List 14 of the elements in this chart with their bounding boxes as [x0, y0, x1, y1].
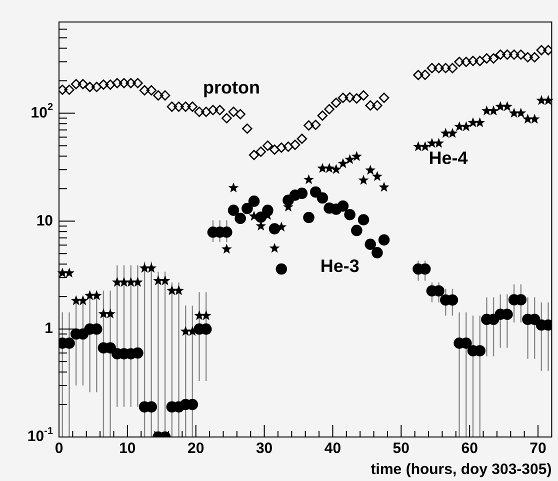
series-label: He-4 [428, 148, 468, 168]
x-tick-label: 70 [530, 440, 546, 458]
x-tick-label: 0 [54, 440, 64, 458]
y-tick-label: 10 [36, 212, 54, 230]
x-tick-label: 10 [119, 440, 136, 458]
x-axis-title: time (hours, doy 303-305) [370, 461, 552, 478]
series-label: He-3 [320, 256, 360, 276]
x-tick-label: 40 [324, 440, 342, 458]
y-tick-label: 1 [44, 320, 53, 338]
x-tick-label: 20 [188, 440, 204, 458]
x-tick-label: 30 [256, 440, 273, 458]
series-label: proton [202, 77, 260, 98]
x-tick-label: 60 [461, 440, 478, 458]
x-tick-label: 50 [392, 440, 410, 458]
